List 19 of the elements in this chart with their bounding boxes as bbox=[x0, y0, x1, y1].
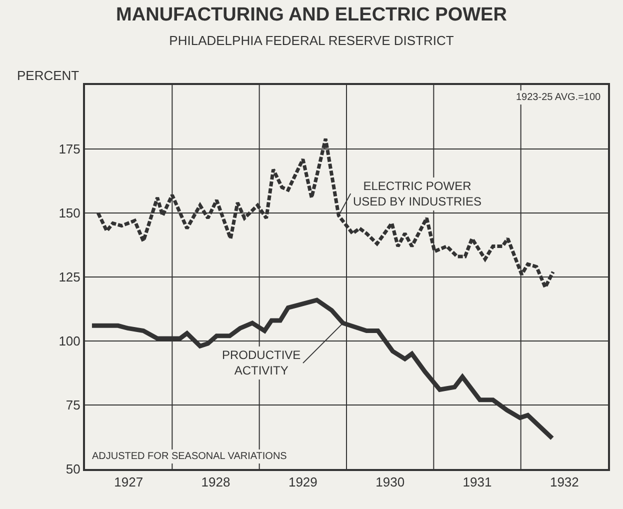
series-label: PRODUCTIVE ACTIVITY bbox=[222, 348, 301, 378]
y-axis-title: PERCENT bbox=[17, 68, 80, 83]
y-tick-label: 175 bbox=[58, 142, 80, 157]
y-tick-label: 50 bbox=[66, 462, 80, 477]
x-tick-label: 1927 bbox=[114, 474, 144, 490]
annotation: ADJUSTED FOR SEASONAL VARIATIONS bbox=[92, 451, 288, 462]
x-tick-label: 1929 bbox=[288, 474, 318, 490]
x-tick-label: 1932 bbox=[550, 474, 579, 490]
y-tick-label: 150 bbox=[58, 206, 80, 221]
y-tick-label: 125 bbox=[58, 270, 80, 285]
x-tick-label: 1931 bbox=[462, 474, 492, 490]
chart-subtitle: PHILADELPHIA FEDERAL RESERVE DISTRICT bbox=[169, 33, 454, 48]
y-tick-label: 100 bbox=[58, 334, 80, 349]
series-label: ELECTRIC POWER USED BY INDUSTRIES bbox=[353, 179, 482, 209]
x-tick-label: 1928 bbox=[201, 474, 230, 490]
chart-title: MANUFACTURING AND ELECTRIC POWER bbox=[116, 4, 508, 26]
y-tick-label: 75 bbox=[66, 398, 80, 413]
annotation: 1923-25 AVG.=100 bbox=[516, 92, 602, 103]
x-tick-label: 1930 bbox=[376, 474, 405, 490]
